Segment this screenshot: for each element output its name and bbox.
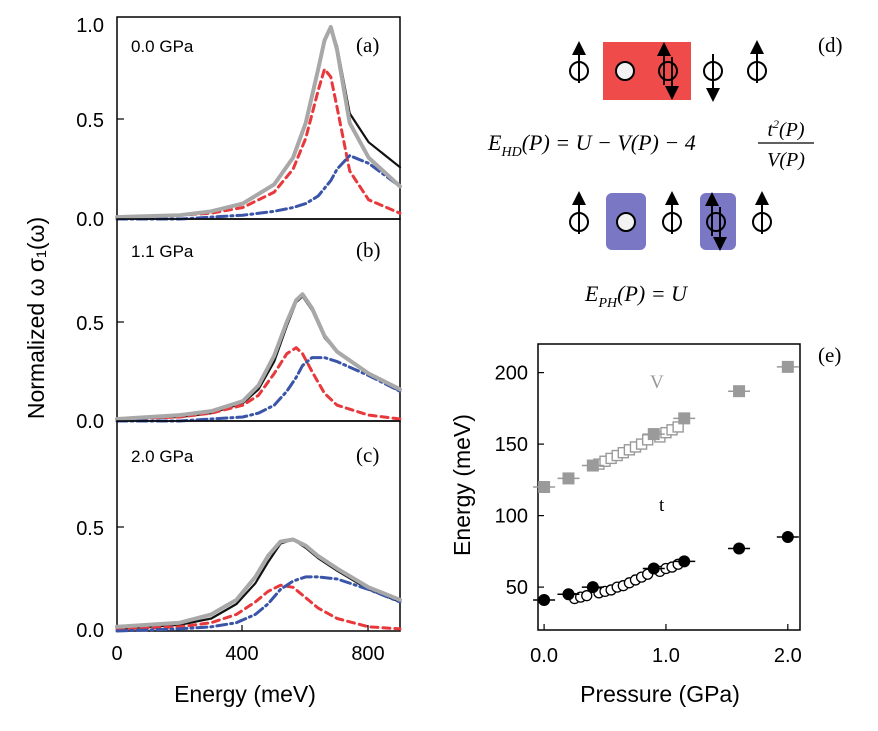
e-point-t-filled-circle (678, 555, 691, 568)
eq-ph: EPH(P) = U (584, 281, 689, 311)
xtick-0: 0 (111, 643, 122, 665)
e-point-V-filled-square (586, 459, 599, 472)
series-label-t: t (659, 495, 665, 516)
e-ytick-label: 150 (495, 434, 528, 456)
svg-text:V(P): V(P) (767, 149, 805, 171)
panel-d: (d) EHD(P) = U − V(P) − 4 t2(P) V(P) (487, 33, 843, 311)
tick-a-0.0: 0.0 (76, 209, 104, 231)
c-series-data-solid (115, 538, 402, 631)
panel-c-curves (115, 537, 402, 633)
e-point-t-open-circle (581, 590, 593, 602)
tick-b-0.5: 0.5 (76, 313, 104, 335)
c-series-component-dashdot (115, 575, 402, 633)
panel-d-label: (d) (818, 33, 843, 57)
panel-c-frame (116, 420, 401, 632)
b-series-total-solid (115, 292, 402, 421)
e-point-t-filled-circle (733, 542, 746, 555)
e-point-V-filled-square (647, 428, 660, 441)
hd-site-row (569, 40, 767, 102)
panel-a-pressure: 0.0 GPa (131, 37, 194, 56)
panel-b-curves (115, 292, 402, 423)
e-point-V-open-square (672, 421, 684, 433)
eq-hd-fraction: t2(P) V(P) (758, 117, 814, 171)
left-y-ticks: 1.0 0.5 0.0 0.5 0.0 0.5 0.0 (76, 15, 104, 642)
tick-c-0.0: 0.0 (76, 620, 104, 642)
e-x-axis-label: Pressure (GPa) (580, 681, 740, 707)
a-series-component-dashed (115, 67, 402, 219)
xtick-400: 400 (225, 643, 258, 665)
a-series-component-dashdot (115, 154, 402, 221)
panel-e-points (533, 360, 799, 606)
panel-b-pressure: 1.1 GPa (131, 242, 194, 261)
e-xtick-label: 0.0 (530, 645, 558, 667)
panel-b: 1.1 GPa (b) (115, 218, 402, 423)
c-series-component-dashed (115, 583, 402, 631)
ph-site-row (569, 191, 772, 251)
left-x-axis-label: Energy (meV) (174, 681, 316, 707)
b-series-component-dashdot (115, 356, 402, 423)
e-ytick-label: 100 (495, 506, 528, 528)
left-x-ticks: 0 400 800 (111, 643, 384, 665)
panel-e-ticks: 50 100 150 200 0.0 1.0 2.0 (495, 363, 802, 667)
e-point-t-filled-circle (781, 531, 794, 544)
ph-box-blue-2 (700, 193, 736, 250)
panel-b-label: (b) (356, 238, 381, 262)
site-hole-icon (615, 61, 635, 81)
site-doublon-icon (706, 212, 726, 232)
panel-c-label: (c) (356, 443, 379, 467)
panel-e-label: (e) (818, 343, 841, 367)
panel-c: 2.0 GPa (c) (115, 420, 402, 633)
e-point-V-filled-square (678, 412, 691, 425)
e-point-t-filled-circle (647, 562, 660, 575)
b-series-data-solid (115, 295, 402, 421)
e-point-t-filled-circle (538, 593, 551, 606)
e-point-V-filled-square (538, 481, 551, 493)
tick-c-0.5: 0.5 (76, 518, 104, 540)
left-y-axis-label: Normalized ω σ₁(ω) (23, 217, 49, 419)
xtick-800: 800 (351, 643, 384, 665)
panel-a: 0.0 GPa (a) (115, 16, 402, 221)
panel-e-frame (537, 343, 801, 631)
e-point-V-filled-square (733, 385, 746, 398)
e-point-t-filled-circle (562, 588, 575, 601)
eq-hd: EHD(P) = U − V(P) − 4 (487, 130, 696, 160)
tick-a-0.5: 0.5 (76, 110, 104, 132)
left-y-tick-marks (117, 118, 369, 631)
site-doublon-icon (658, 61, 678, 81)
c-series-total-solid (115, 537, 402, 629)
e-point-V-filled-square (781, 360, 794, 373)
svg-text:t2(P): t2(P) (767, 117, 804, 141)
panel-c-pressure: 2.0 GPa (131, 447, 194, 466)
e-ytick-label: 200 (495, 363, 528, 385)
a-series-total-solid (115, 25, 402, 220)
panel-a-curves (115, 25, 402, 221)
e-y-axis-label: Energy (meV) (449, 414, 475, 556)
e-point-V-filled-square (562, 472, 575, 485)
b-series-component-dashed (115, 346, 402, 421)
tick-a-1.0: 1.0 (76, 15, 104, 37)
e-xtick-label: 1.0 (652, 645, 680, 667)
tick-b-0.0: 0.0 (76, 411, 104, 433)
e-point-t-filled-circle (586, 581, 599, 594)
site-hole-icon (616, 212, 636, 232)
e-ytick-label: 50 (506, 577, 528, 599)
e-xtick-label: 2.0 (774, 645, 802, 667)
panel-e: (e) 50 100 150 200 0.0 1.0 2.0 V t Pressure (G… (449, 343, 841, 707)
series-label-V: V (650, 372, 664, 393)
panel-a-label: (a) (356, 33, 379, 57)
